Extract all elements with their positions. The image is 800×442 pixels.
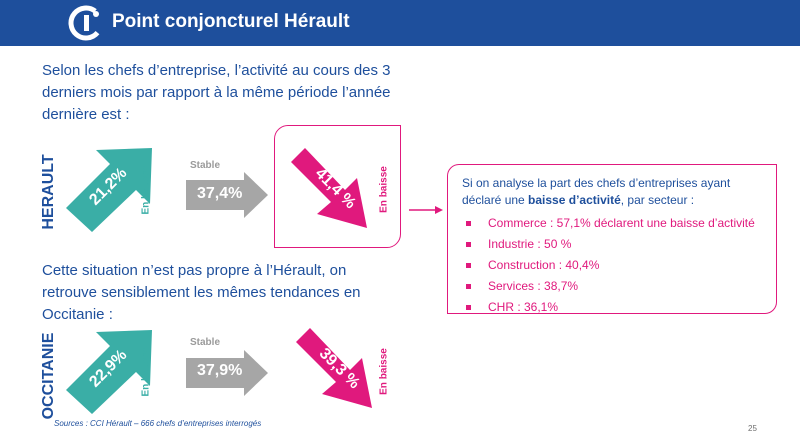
region-label-herault: HERAULT (40, 154, 57, 230)
sector-item-chr: CHR : 36,1% (462, 297, 766, 318)
page-number: 25 (748, 424, 757, 433)
page-title: Point conjoncturel Hérault (112, 11, 350, 32)
cci-logo-icon (68, 5, 104, 41)
herault-down-highlight (274, 125, 401, 248)
herault-down-arrow (291, 148, 367, 228)
sector-item-industrie: Industrie : 50 % (462, 234, 766, 255)
header-bar: Point conjoncturel Hérault (0, 0, 800, 46)
sources-note: Sources : CCI Hérault – 666 chefs d’entr… (54, 419, 262, 428)
occitanie-stable-label: Stable (190, 337, 221, 348)
herault-up-arrow (66, 148, 152, 232)
occitanie-stable-arrow (186, 350, 268, 396)
herault-stable-label: Stable (190, 160, 221, 171)
herault-up-label: En hausse (140, 164, 152, 215)
sector-item-services: Services : 38,7% (462, 276, 766, 297)
connector-arrow-icon (409, 206, 443, 214)
intro-text: Selon les chefs d’entreprise, l’activité… (42, 62, 391, 123)
occitanie-down-label: En baisse (378, 348, 390, 395)
sector-intro: Si on analyse la part des chefs d’entrep… (462, 176, 731, 207)
sector-list: Commerce : 57,1% déclarent une baisse d’… (462, 213, 766, 318)
herault-stable-arrow (186, 172, 268, 218)
sector-breakdown-box: Si on analyse la part des chefs d’entrep… (447, 164, 777, 314)
occitanie-stable-value: 37,9% (197, 362, 243, 379)
occitanie-down-arrow (296, 328, 372, 408)
herault-down-label: En baisse (378, 166, 390, 213)
herault-stable-value: 37,4% (197, 185, 243, 202)
sector-item-commerce: Commerce : 57,1% déclarent une baisse d’… (462, 213, 766, 234)
occitanie-up-arrow (66, 330, 152, 414)
occitanie-up-label: En hausse (140, 346, 152, 397)
occitanie-intro-text: Cette situation n’est pas propre à l’Hér… (42, 262, 361, 323)
sector-item-construction: Construction : 40,4% (462, 255, 766, 276)
